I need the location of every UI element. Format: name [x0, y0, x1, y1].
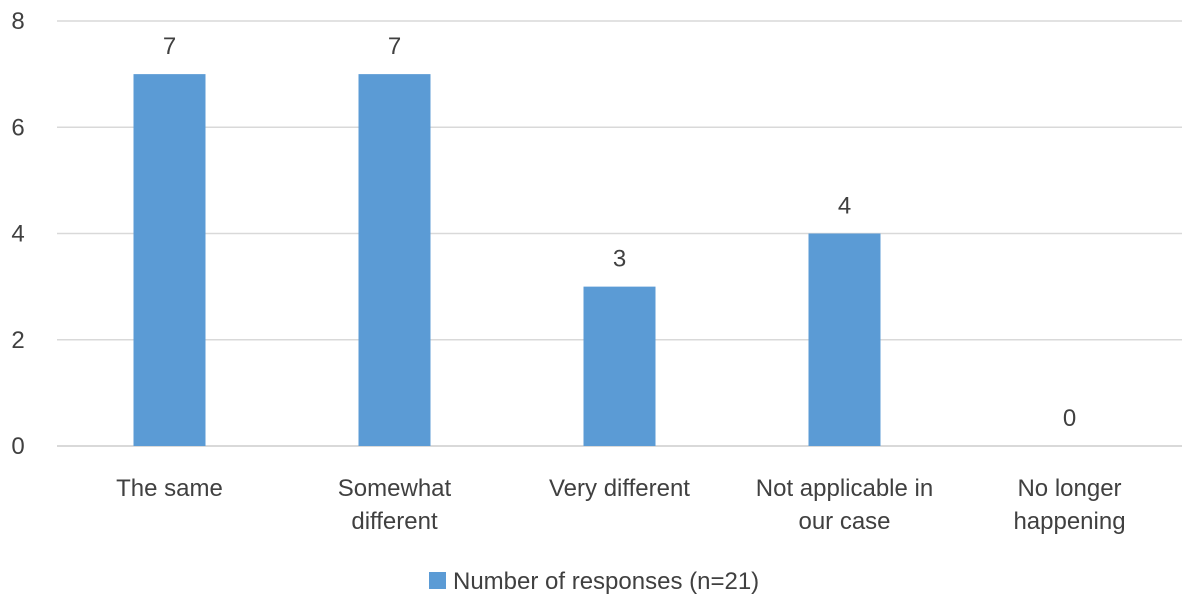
- data-label: 0: [1063, 405, 1076, 432]
- legend-swatch: [429, 572, 446, 589]
- y-tick-label: 2: [11, 327, 24, 354]
- legend: Number of responses (n=21): [429, 568, 759, 595]
- bar: [583, 286, 656, 446]
- x-tick-label: Somewhat different: [338, 475, 452, 535]
- data-label: 4: [838, 193, 851, 220]
- legend-label: Number of responses (n=21): [453, 568, 759, 595]
- x-tick-label: No longer happening: [1013, 475, 1125, 535]
- y-tick-label: 4: [11, 221, 24, 248]
- bar: [808, 233, 881, 446]
- bars: [133, 74, 881, 446]
- y-axis: 0 2 4 6 8: [11, 8, 24, 460]
- bar: [133, 74, 206, 446]
- data-label: 7: [388, 33, 401, 60]
- y-tick-label: 6: [11, 114, 24, 141]
- x-tick-label: Not applicable in our case: [756, 475, 933, 535]
- y-tick-label: 0: [11, 433, 24, 460]
- bar: [358, 74, 431, 446]
- y-tick-label: 8: [11, 8, 24, 35]
- data-label: 3: [613, 246, 626, 273]
- data-label: 7: [163, 33, 176, 60]
- x-tick-label: The same: [116, 475, 223, 502]
- x-axis: The same Somewhat different Very different N…: [116, 475, 1125, 535]
- data-labels: 7 7 3 4 0: [163, 33, 1076, 432]
- x-tick-label: Very different: [549, 475, 690, 502]
- legend-item: Number of responses (n=21): [429, 568, 759, 595]
